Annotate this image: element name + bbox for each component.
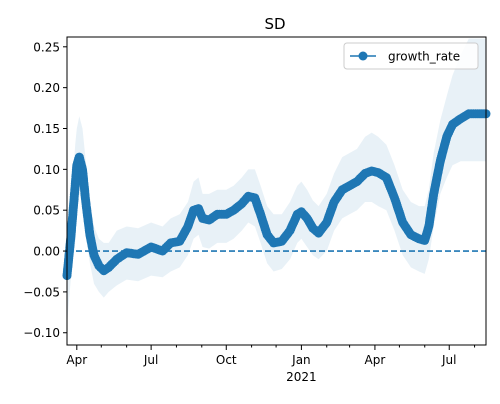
series-layer [62,109,491,281]
x-year-label: 2021 [286,370,317,384]
x-tick-label: Oct [216,353,237,367]
legend-box [343,42,479,70]
confidence-band [67,38,486,325]
x-tick-label: Jul [441,353,456,367]
x-tick-label: Apr [66,353,87,367]
y-tick-label: 0.15 [33,122,60,136]
x-tick-label: Apr [365,353,386,367]
y-tick-label: 0.25 [33,40,60,54]
y-tick-label: 0.10 [33,163,60,177]
confidence-band-layer [67,38,486,325]
y-tick-label: 0.00 [33,245,60,259]
chart-title: SD [264,15,285,33]
y-tick-label: 0.20 [33,81,60,95]
legend-marker-swatch [358,51,368,61]
y-tick-label: −0.05 [23,285,60,299]
y-tick-label: −0.10 [23,326,60,340]
legend-label-growth-rate: growth_rate [388,50,460,64]
plot-frame [66,36,487,346]
x-tick-label: Jul [143,353,158,367]
y-tick-label: 0.05 [33,204,60,218]
legend: growth_rate [343,42,479,70]
axis-layer: −0.10 −0.05 0.00 0.05 0.10 0.15 0.20 0.25 Apr Jul… [23,36,487,384]
x-tick-label: Jan [291,353,311,367]
